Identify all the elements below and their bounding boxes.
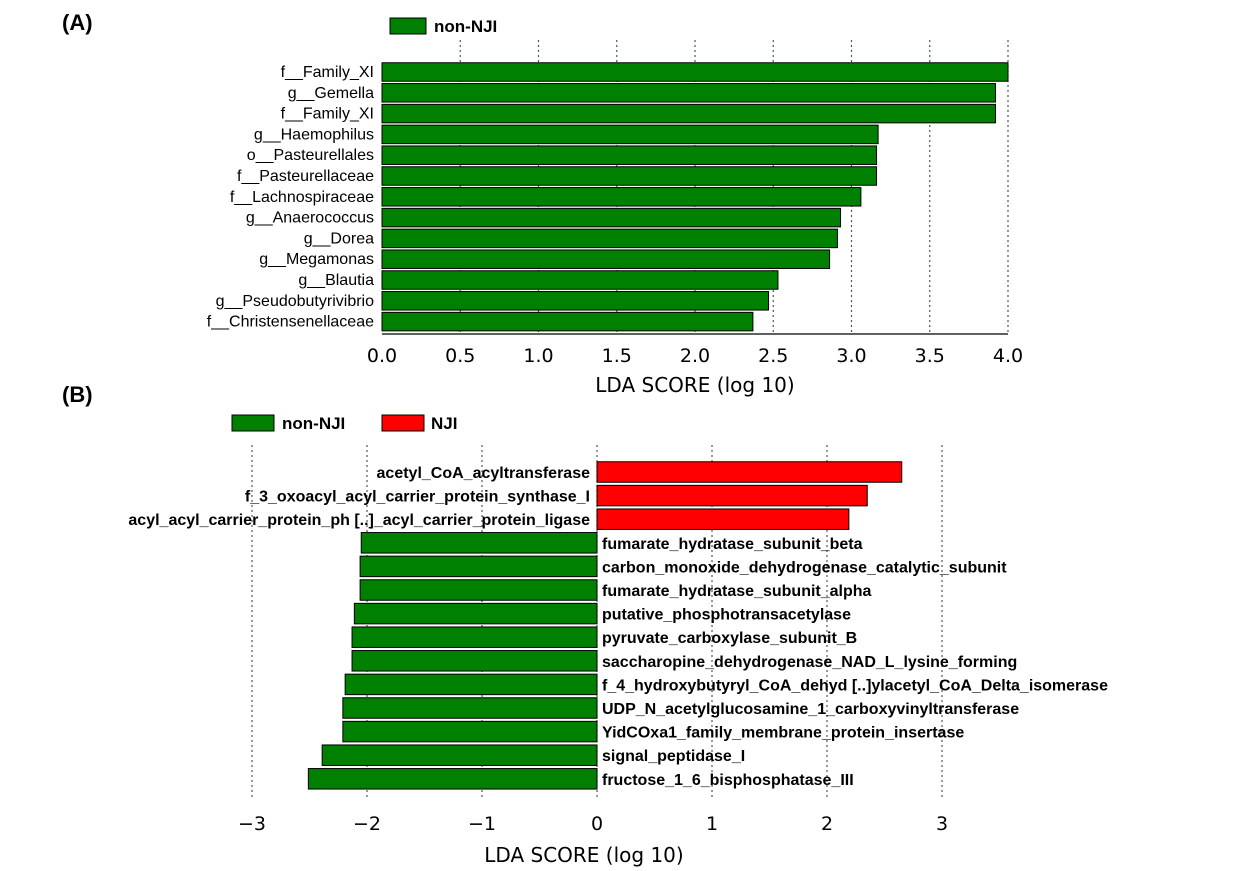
panel-a-bar <box>381 166 878 186</box>
panel-b-category-label: acyl_acyl_carrier_protein_ph [..]_acyl_c… <box>128 512 590 529</box>
panel-b-tick-label: 1 <box>706 813 718 835</box>
panel-a-xlabel: LDA SCORE (log 10) <box>595 373 794 397</box>
panel-b-category-label: carbon_monoxide_dehydrogenase_catalytic_… <box>602 559 1007 576</box>
panel-b-category-label: fructose_1_6_bisphosphatase_III <box>602 772 854 789</box>
panel-a-tick-label: 4.0 <box>993 345 1023 367</box>
panel-b-bar <box>359 579 598 601</box>
panel-b-legend-swatch-non-nji <box>231 414 275 432</box>
panel-b-bar <box>351 650 598 672</box>
panel-b-category-label: YidCOxa1_family_membrane_protein_inserta… <box>602 725 964 742</box>
panel-a-label: (A) <box>62 10 93 35</box>
panel-a-bar <box>381 270 779 290</box>
panel-b-bar <box>351 626 598 648</box>
panel-a-bar <box>381 228 838 249</box>
panel-a-category-label: g__Pseudobutyrivibrio <box>216 293 374 310</box>
panel-a-category-label: f__Christensenellaceae <box>207 314 374 331</box>
panel-a-category-label: f__Lachnospiraceae <box>230 189 374 206</box>
panel-a-tick-label: 3.0 <box>836 345 866 367</box>
panel-b-tick-label: −1 <box>468 813 496 835</box>
panel-a-category-label: g__Anaerococcus <box>246 210 374 227</box>
panel-b-legend: non-NJI NJI <box>231 414 457 433</box>
panel-b-bar <box>596 461 903 483</box>
panel-a-tick-label: 0.0 <box>367 345 397 367</box>
panel-a-legend-swatch-non-nji <box>389 17 427 35</box>
panel-a-category-label: o__Pasteurellales <box>247 147 374 164</box>
panel-a-bar <box>381 311 754 332</box>
panel-b-xlabel: LDA SCORE (log 10) <box>484 843 683 867</box>
panel-a-tick-label: 2.5 <box>758 345 788 367</box>
panel-a-tick-label: 1.5 <box>602 345 632 367</box>
panel-a-bar <box>381 103 996 124</box>
panel-b-category-labels: acetyl_CoA_acyltransferase f_3_oxoacyl_ac… <box>128 465 1108 789</box>
panel-a-bars <box>381 62 1009 332</box>
panel-a-tick-label: 2.0 <box>680 345 710 367</box>
panel-b-label: (B) <box>62 382 93 407</box>
panel-a-category-label: f__Pasteurellaceae <box>237 168 374 185</box>
panel-a-bar <box>381 207 842 228</box>
panel-a-category-label: g__Gemella <box>288 85 374 102</box>
panel-a-tick-labels: 0.0 0.5 1.0 1.5 2.0 2.5 3.0 3.5 4.0 <box>367 345 1023 367</box>
panel-b-category-label: fumarate_hydratase_subunit_alpha <box>602 583 872 600</box>
panel-b-bar <box>344 673 598 696</box>
panel-a-tick-label: 0.5 <box>445 345 475 367</box>
panel-b-tick-label: 2 <box>821 813 833 835</box>
panel-b-category-label: fumarate_hydratase_subunit_beta <box>602 536 863 553</box>
panel-a-tick-label: 3.5 <box>915 345 945 367</box>
panel-b-category-label: f_3_oxoacyl_acyl_carrier_protein_synthas… <box>245 489 590 506</box>
panel-a-bar <box>381 249 831 269</box>
panel-b-bar <box>353 602 598 625</box>
panel-b-bar <box>307 768 598 790</box>
panel-b-category-label: saccharopine_dehydrogenase_NAD_L_lysine_… <box>602 654 1017 671</box>
panel-a-legend: non-NJI <box>389 17 497 36</box>
panel-a-category-label: f__Family_XI <box>281 64 374 81</box>
panel-a-category-label: g__Megamonas <box>259 251 374 268</box>
panel-b-legend-label-non-nji: non-NJI <box>282 414 345 433</box>
panel-a-category-label: f__Family_XI <box>281 106 374 123</box>
panel-a-bar <box>381 62 1009 82</box>
panel-b-legend-swatch-nji <box>381 414 425 432</box>
panel-b-category-label: signal_peptidase_I <box>602 748 745 765</box>
panel-b-category-label: UDP_N_acetylglucosamine_1_carboxyvinyltr… <box>602 701 1019 718</box>
panel-a-category-label: g__Dorea <box>304 230 374 247</box>
panel-a-legend-label-non-nji: non-NJI <box>434 17 497 36</box>
panel-b-category-label: pyruvate_carboxylase_subunit_B <box>602 630 857 647</box>
panel-b-bar <box>342 697 598 719</box>
panel-a-category-labels: f__Family_XI g__Gemella f__Family_XI g__Hae… <box>207 64 374 331</box>
panel-a-bar <box>381 83 996 103</box>
panel-b-bar <box>359 555 598 578</box>
panel-b-legend-label-nji: NJI <box>431 414 457 433</box>
panel-b-category-label: putative_phosphotransacetylase <box>602 607 851 624</box>
panel-b-category-label: f_4_hydroxybutyryl_CoA_dehyd [..]ylacety… <box>602 677 1108 694</box>
panel-a-tick-label: 1.0 <box>523 345 553 367</box>
panel-b-bar <box>596 508 850 530</box>
panel-a-bar <box>381 145 878 165</box>
panel-b-category-label: acetyl_CoA_acyltransferase <box>377 465 591 482</box>
panel-a-category-label: g__Haemophilus <box>254 126 374 143</box>
panel-b-bar <box>360 532 598 554</box>
panel-a-bar <box>381 187 862 207</box>
panel-a-bar <box>381 124 879 145</box>
panel-b-tick-labels: −3 −2 −1 0 1 2 3 <box>238 813 948 835</box>
panel-b-tick-label: −2 <box>353 813 381 835</box>
panel-b-bar <box>321 744 598 766</box>
panel-b-tick-label: 0 <box>591 813 603 835</box>
panel-b-bar <box>596 484 868 507</box>
panel-a-bar <box>381 291 770 311</box>
panel-b-bars <box>307 461 903 790</box>
panel-b-tick-label: −3 <box>238 813 266 835</box>
panel-b-bar <box>342 720 598 743</box>
panel-a-category-label: g__Blautia <box>298 272 374 289</box>
panel-b-tick-label: 3 <box>936 813 948 835</box>
